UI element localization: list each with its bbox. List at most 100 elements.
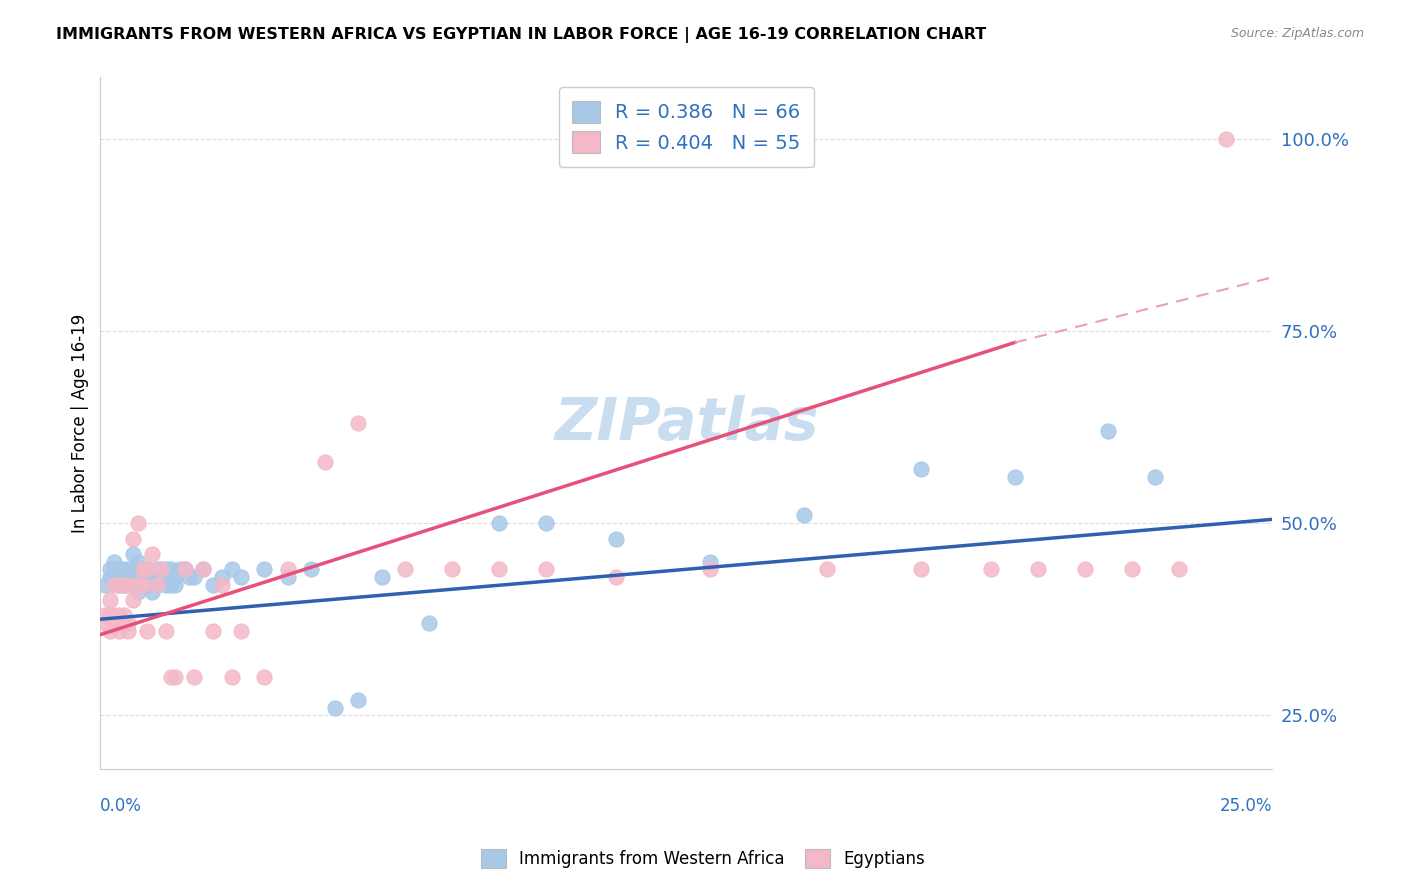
Point (211, 577, 233, 591)
Point (117, 624, 139, 638)
Point (136, 624, 159, 638)
Point (131, 562, 153, 576)
Point (699, 562, 721, 576)
Point (169, 562, 191, 576)
Point (165, 577, 187, 591)
Point (1004, 470, 1026, 484)
Point (103, 570, 125, 584)
Text: 25.0%: 25.0% (1220, 797, 1272, 814)
Point (155, 562, 177, 576)
Point (127, 516, 149, 531)
Point (145, 577, 167, 591)
Point (108, 562, 131, 576)
Point (910, 562, 932, 576)
Legend: Immigrants from Western Africa, Egyptians: Immigrants from Western Africa, Egyptian… (474, 842, 932, 875)
Point (165, 670, 187, 684)
Point (815, 562, 838, 576)
Point (98, 624, 121, 638)
Point (1167, 562, 1189, 576)
Point (117, 577, 139, 591)
Point (173, 562, 195, 576)
Point (534, 516, 557, 531)
Point (277, 562, 299, 576)
Point (131, 562, 153, 576)
Point (103, 616, 125, 631)
Point (221, 670, 243, 684)
Point (145, 562, 167, 576)
Point (117, 577, 139, 591)
Point (94, 608, 117, 623)
Point (370, 570, 392, 584)
Point (910, 462, 932, 476)
Point (136, 562, 159, 576)
Point (141, 585, 163, 599)
Point (117, 570, 139, 584)
Point (155, 624, 177, 638)
Point (122, 577, 145, 591)
Point (347, 417, 370, 431)
Point (394, 562, 416, 576)
Point (94, 616, 117, 631)
Text: ZIPatlas: ZIPatlas (554, 395, 818, 451)
Point (122, 562, 145, 576)
Point (229, 570, 252, 584)
Point (145, 577, 167, 591)
Point (1121, 562, 1143, 576)
Point (98, 608, 121, 623)
Y-axis label: In Labor Force | Age 16-19: In Labor Force | Age 16-19 (72, 314, 89, 533)
Point (122, 547, 145, 561)
Point (112, 577, 135, 591)
Point (112, 570, 135, 584)
Point (155, 577, 177, 591)
Point (150, 562, 173, 576)
Point (108, 624, 131, 638)
Point (418, 616, 440, 631)
Text: IMMIGRANTS FROM WESTERN AFRICA VS EGYPTIAN IN LABOR FORCE | AGE 16-19 CORRELATIO: IMMIGRANTS FROM WESTERN AFRICA VS EGYPTI… (56, 27, 987, 43)
Point (117, 562, 139, 576)
Point (150, 562, 173, 576)
Point (127, 555, 149, 569)
Point (122, 532, 145, 546)
Point (183, 570, 205, 584)
Point (1026, 562, 1049, 576)
Point (1215, 132, 1237, 146)
Point (98, 562, 121, 576)
Point (103, 555, 125, 569)
Point (127, 585, 149, 599)
Point (605, 570, 627, 584)
Point (122, 570, 145, 584)
Point (103, 562, 125, 576)
Point (1074, 562, 1097, 576)
Point (534, 562, 557, 576)
Point (112, 570, 135, 584)
Point (145, 570, 167, 584)
Point (159, 562, 181, 576)
Point (141, 570, 163, 584)
Point (253, 670, 276, 684)
Legend: R = 0.386   N = 66, R = 0.404   N = 55: R = 0.386 N = 66, R = 0.404 N = 55 (558, 87, 814, 167)
Point (605, 532, 627, 546)
Point (179, 570, 201, 584)
Point (229, 624, 252, 638)
Point (201, 577, 224, 591)
Point (98, 593, 121, 607)
Point (103, 608, 125, 623)
Point (488, 516, 510, 531)
Point (103, 577, 125, 591)
Text: 0.0%: 0.0% (100, 797, 142, 814)
Point (108, 577, 131, 591)
Point (314, 455, 336, 469)
Point (253, 562, 276, 576)
Point (183, 670, 205, 684)
Point (98, 570, 121, 584)
Point (323, 700, 346, 714)
Point (1097, 424, 1119, 438)
Point (211, 570, 233, 584)
Point (117, 616, 139, 631)
Point (347, 693, 370, 707)
Point (193, 562, 215, 576)
Point (108, 577, 131, 591)
Point (127, 570, 149, 584)
Point (136, 577, 159, 591)
Point (150, 570, 173, 584)
